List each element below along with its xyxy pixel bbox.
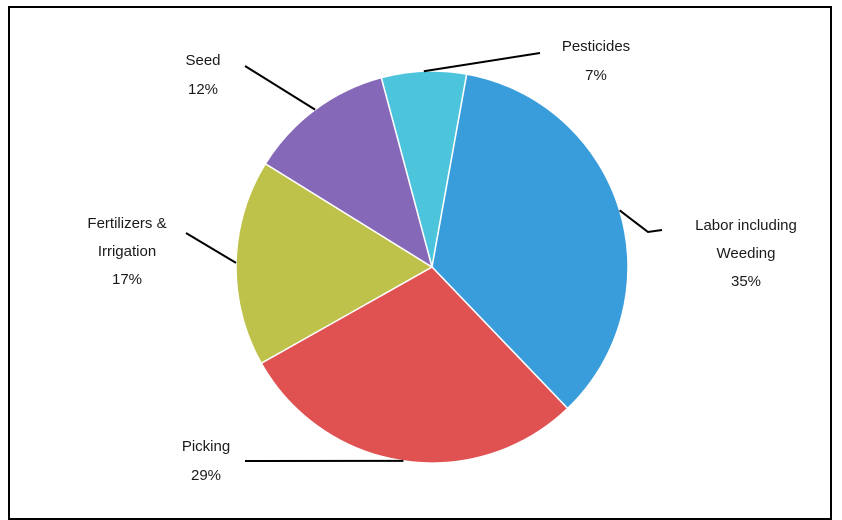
label-pesticides-name: Pesticides: [562, 38, 630, 55]
label-labor-percent: 35%: [731, 273, 761, 290]
leader-line-pesticides: [424, 53, 540, 71]
label-fertilizers-percent: 17%: [112, 271, 142, 288]
label-labor-line2: Weeding: [717, 245, 776, 262]
label-seed-percent: 12%: [188, 81, 218, 98]
pie-slices: [236, 71, 628, 463]
label-fertilizers-line1: Fertilizers &: [87, 215, 166, 232]
label-seed-name: Seed: [185, 52, 220, 69]
leader-line-seed: [245, 66, 315, 110]
label-picking-percent: 29%: [191, 467, 221, 484]
label-fertilizers-line2: Irrigation: [98, 243, 156, 260]
label-labor-line1: Labor including: [695, 217, 797, 234]
label-picking-name: Picking: [182, 438, 230, 455]
leader-line-fertilizers-irrigation: [186, 233, 236, 263]
leader-line-labor-including-weeding: [620, 210, 662, 232]
label-pesticides-percent: 7%: [585, 67, 607, 84]
